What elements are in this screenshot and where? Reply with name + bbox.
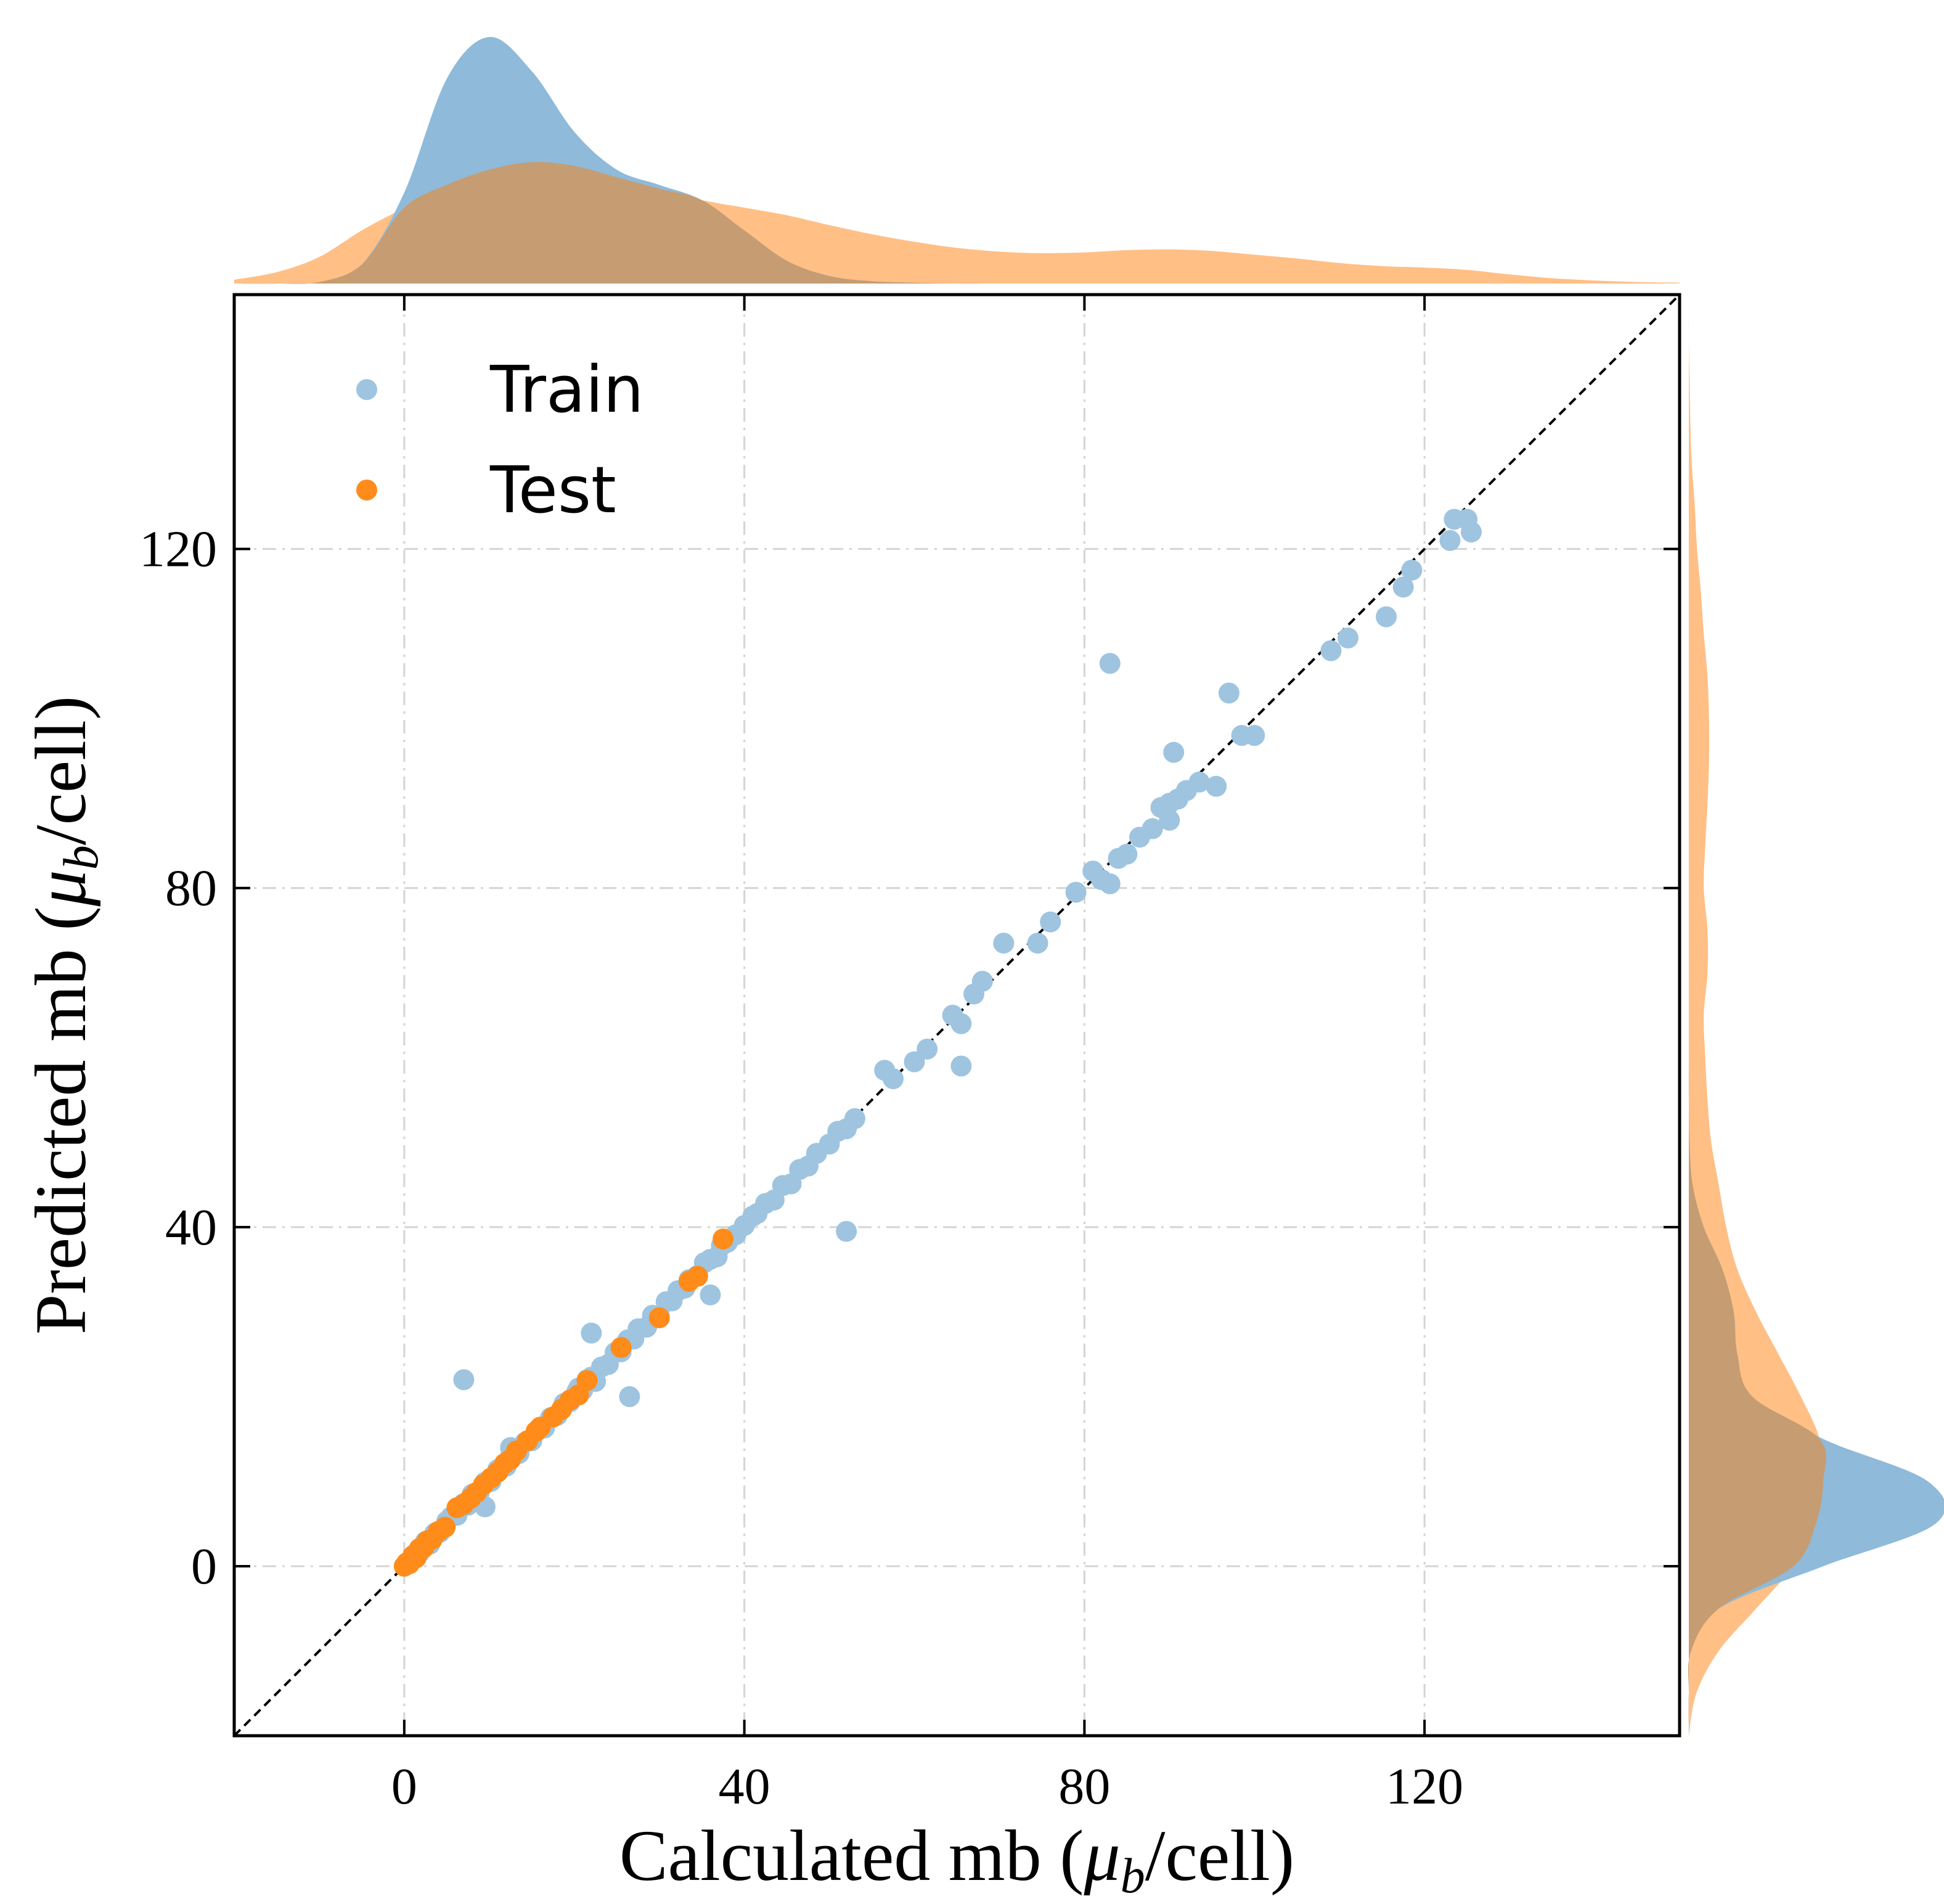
x-axis-label: Calculated mb (μb/cell) — [619, 1815, 1294, 1903]
train-point — [1027, 933, 1048, 954]
legend-test-label: Test — [489, 452, 616, 528]
y-axis-label-mu: μ — [20, 870, 101, 907]
x-tick-label: 0 — [391, 1758, 417, 1815]
right-marginal-kde — [1688, 295, 1944, 1736]
train-point — [883, 1068, 904, 1090]
test-point — [648, 1307, 670, 1328]
train-point — [1099, 653, 1121, 674]
top-kde-overlap — [234, 161, 1680, 284]
train-point — [904, 1051, 925, 1073]
y-tick-label: 120 — [139, 521, 217, 578]
x-axis-label-prefix: Calculated mb ( — [619, 1815, 1084, 1896]
train-point — [1376, 606, 1397, 627]
train-point — [971, 970, 993, 992]
x-tick-label: 80 — [1058, 1758, 1110, 1815]
train-point — [1206, 775, 1227, 797]
train-point — [917, 1039, 938, 1060]
train-point — [836, 1220, 857, 1242]
train-point — [1065, 881, 1087, 903]
train-point — [844, 1108, 865, 1129]
y-axis-label: Predicted mb (μb/cell) — [20, 696, 108, 1334]
legend-train-marker — [356, 379, 377, 400]
x-axis-label-mu: μ — [1084, 1815, 1121, 1896]
test-point — [435, 1516, 456, 1538]
train-point — [1163, 742, 1185, 763]
train-point — [1188, 771, 1210, 793]
test-point — [687, 1265, 708, 1287]
train-point — [1338, 627, 1359, 648]
test-point — [576, 1370, 598, 1391]
train-point — [581, 1322, 602, 1344]
train-point — [1320, 640, 1342, 661]
train-point — [1392, 576, 1414, 598]
x-tick-label: 120 — [1386, 1758, 1463, 1815]
train-point — [1244, 725, 1265, 746]
x-tick-label: 40 — [719, 1758, 770, 1815]
train-point — [453, 1369, 475, 1391]
y-axis-label-sub: b — [54, 845, 108, 870]
top-marginal-kde — [234, 36, 1680, 284]
y-axis-label-suffix: /cell) — [20, 696, 101, 845]
plot-frame — [232, 293, 1681, 1738]
train-point — [950, 1013, 972, 1034]
y-tick-label: 80 — [165, 860, 217, 917]
train-point — [1461, 521, 1482, 543]
test-point — [610, 1337, 632, 1359]
test-points — [393, 1228, 734, 1577]
y-tick-label: 0 — [191, 1538, 217, 1595]
y-axis-label-prefix: Predicted mb ( — [20, 906, 101, 1334]
train-point — [1439, 529, 1461, 551]
x-axis-label-suffix: /cell) — [1145, 1815, 1294, 1896]
train-point — [1040, 911, 1061, 933]
legend-test-marker — [356, 480, 377, 501]
grid-lines — [234, 295, 1680, 1736]
train-point — [1116, 843, 1138, 865]
train-point — [1141, 818, 1163, 840]
train-point — [1401, 559, 1423, 581]
train-point — [619, 1386, 640, 1407]
right-kde-overlap — [1688, 295, 1826, 1736]
y-tick-label: 40 — [165, 1199, 217, 1256]
train-point — [700, 1284, 721, 1305]
train-point — [993, 933, 1015, 954]
train-point — [1099, 873, 1121, 894]
test-point — [713, 1228, 734, 1250]
legend-train-label: Train — [489, 352, 644, 427]
train-point — [1218, 682, 1240, 704]
train-point — [950, 1055, 972, 1077]
x-axis-label-sub: b — [1121, 1849, 1145, 1903]
legend: Train Test — [356, 352, 644, 528]
train-point — [1159, 809, 1180, 831]
axis-ticks: 0 40 80 120 0 40 80 120 — [139, 295, 1680, 1815]
